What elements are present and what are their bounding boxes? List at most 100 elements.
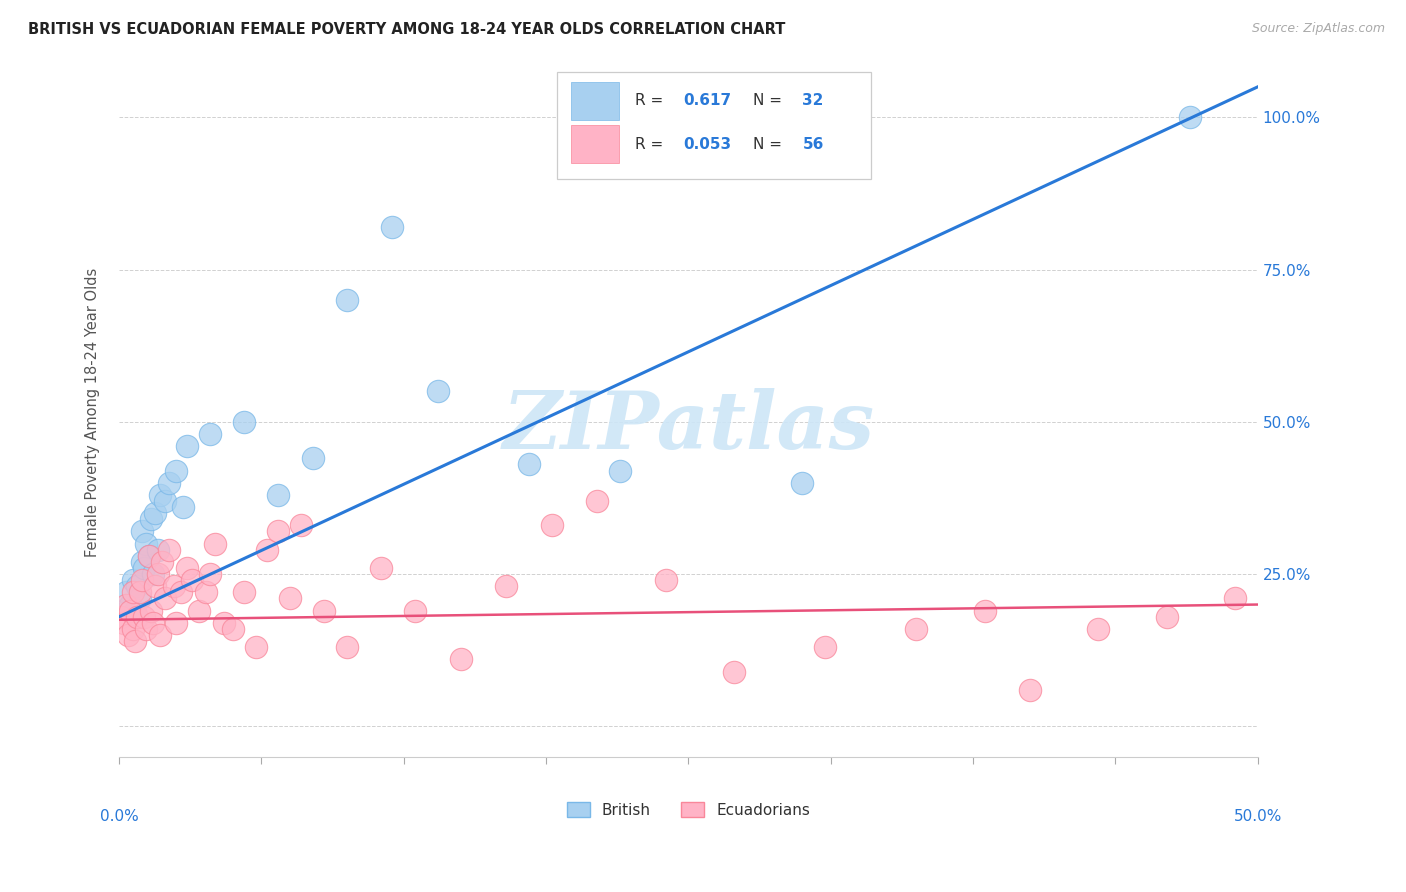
Text: 50.0%: 50.0%	[1233, 808, 1282, 823]
Point	[1087, 622, 1109, 636]
Point	[1019, 682, 1042, 697]
Point	[222, 622, 245, 636]
Text: N =: N =	[754, 136, 787, 152]
Point	[153, 591, 176, 606]
Point	[233, 415, 256, 429]
Point	[138, 549, 160, 563]
Point	[124, 634, 146, 648]
Point	[132, 561, 155, 575]
Point	[121, 622, 143, 636]
Point	[336, 293, 359, 307]
Point	[135, 536, 157, 550]
Point	[905, 622, 928, 636]
Point	[117, 628, 139, 642]
Point	[115, 585, 138, 599]
Text: 0.0%: 0.0%	[100, 808, 138, 823]
Point	[814, 640, 837, 655]
Point	[586, 494, 609, 508]
Point	[204, 536, 226, 550]
Point	[198, 567, 221, 582]
Text: N =: N =	[754, 94, 787, 108]
Text: R =: R =	[636, 94, 668, 108]
Point	[176, 439, 198, 453]
Point	[495, 579, 517, 593]
Text: R =: R =	[636, 136, 668, 152]
Point	[267, 524, 290, 539]
Text: BRITISH VS ECUADORIAN FEMALE POVERTY AMONG 18-24 YEAR OLDS CORRELATION CHART: BRITISH VS ECUADORIAN FEMALE POVERTY AMO…	[28, 22, 786, 37]
Point	[278, 591, 301, 606]
Point	[127, 609, 149, 624]
Text: 0.053: 0.053	[683, 136, 731, 152]
Point	[187, 604, 209, 618]
Point	[245, 640, 267, 655]
Point	[267, 488, 290, 502]
FancyBboxPatch shape	[571, 125, 619, 163]
Point	[145, 506, 167, 520]
Point	[120, 598, 142, 612]
Point	[121, 585, 143, 599]
Point	[212, 615, 235, 630]
Point	[127, 579, 149, 593]
Point	[181, 573, 204, 587]
Point	[194, 585, 217, 599]
Point	[150, 555, 173, 569]
Point	[139, 512, 162, 526]
Point	[654, 573, 676, 587]
Point	[146, 567, 169, 582]
Point	[381, 219, 404, 234]
Text: 32: 32	[803, 94, 824, 108]
Point	[131, 573, 153, 587]
Point	[112, 615, 135, 630]
Legend: British, Ecuadorians: British, Ecuadorians	[567, 803, 810, 818]
Point	[792, 475, 814, 490]
Point	[723, 665, 745, 679]
Point	[124, 604, 146, 618]
Point	[169, 585, 191, 599]
Text: 0.617: 0.617	[683, 94, 731, 108]
Point	[142, 615, 165, 630]
Point	[121, 573, 143, 587]
Point	[149, 488, 172, 502]
Point	[120, 604, 142, 618]
Point	[404, 604, 426, 618]
Point	[301, 451, 323, 466]
Text: Source: ZipAtlas.com: Source: ZipAtlas.com	[1251, 22, 1385, 36]
Point	[110, 609, 132, 624]
Point	[973, 604, 995, 618]
Text: 56: 56	[803, 136, 824, 152]
Point	[336, 640, 359, 655]
Point	[142, 567, 165, 582]
Point	[176, 561, 198, 575]
Point	[139, 604, 162, 618]
FancyBboxPatch shape	[558, 72, 870, 178]
Point	[198, 427, 221, 442]
Point	[1223, 591, 1246, 606]
Point	[609, 464, 631, 478]
Point	[233, 585, 256, 599]
Point	[146, 542, 169, 557]
Point	[115, 598, 138, 612]
Point	[131, 524, 153, 539]
Point	[157, 542, 180, 557]
Point	[138, 549, 160, 563]
Point	[128, 591, 150, 606]
Point	[426, 384, 449, 399]
Point	[540, 518, 562, 533]
Point	[172, 500, 194, 514]
Point	[153, 494, 176, 508]
Point	[1178, 110, 1201, 124]
Point	[131, 555, 153, 569]
Point	[1156, 609, 1178, 624]
Point	[165, 464, 187, 478]
Point	[165, 615, 187, 630]
Point	[163, 579, 186, 593]
Point	[132, 609, 155, 624]
Y-axis label: Female Poverty Among 18-24 Year Olds: Female Poverty Among 18-24 Year Olds	[86, 268, 100, 558]
Point	[450, 652, 472, 666]
Point	[517, 458, 540, 472]
Point	[128, 585, 150, 599]
Point	[145, 579, 167, 593]
Point	[149, 628, 172, 642]
Point	[157, 475, 180, 490]
FancyBboxPatch shape	[571, 82, 619, 120]
